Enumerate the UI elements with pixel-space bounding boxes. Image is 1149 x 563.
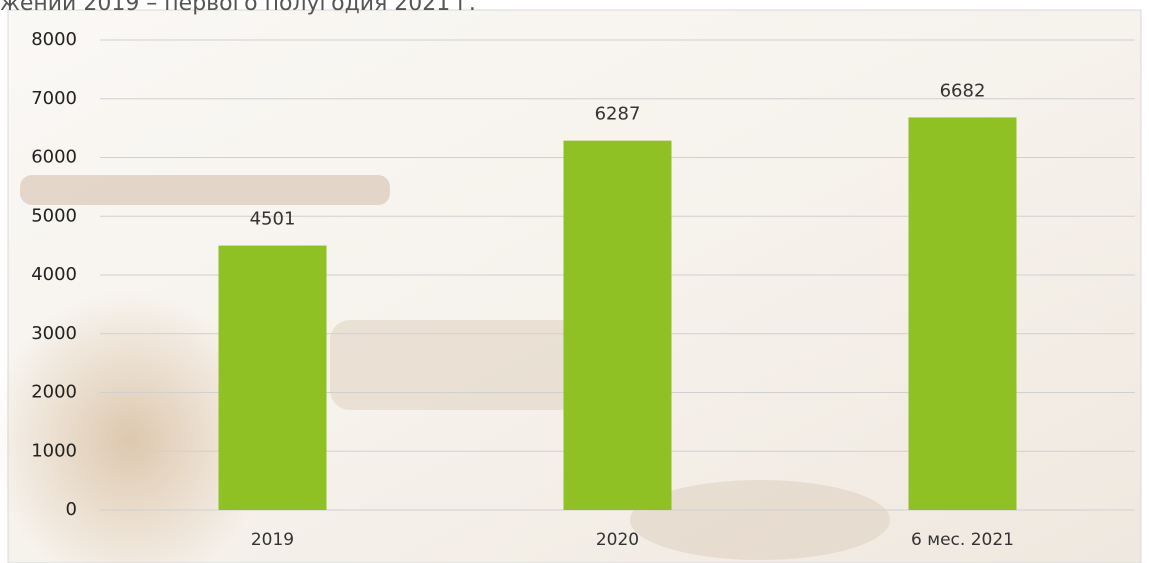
y-tick-label: 7000: [31, 88, 77, 109]
bar: [909, 117, 1017, 510]
x-tick-label: 2019: [251, 530, 294, 550]
y-tick-label: 3000: [31, 323, 77, 344]
bar: [219, 246, 327, 510]
y-tick-label: 6000: [31, 147, 77, 168]
chart-title: жений 2019 – первого полугодия 2021 г.: [0, 0, 476, 16]
x-tick-label: 6 мес. 2021: [911, 530, 1014, 550]
background-photo: [20, 175, 390, 205]
data-label: 6682: [940, 80, 986, 101]
y-tick-label: 1000: [31, 440, 77, 461]
data-label: 6287: [595, 104, 641, 125]
y-tick-label: 8000: [31, 29, 77, 50]
data-label: 4501: [250, 209, 296, 230]
page: {"chart_data": {"type": "bar", "title": …: [0, 0, 1149, 563]
y-tick-label: 5000: [31, 205, 77, 226]
bar: [564, 141, 672, 510]
x-tick-label: 2020: [596, 530, 639, 550]
y-tick-label: 2000: [31, 382, 77, 403]
y-tick-label: 0: [66, 499, 77, 520]
y-tick-label: 4000: [31, 264, 77, 285]
chart: жений 2019 – первого полугодия 2021 г. 0…: [0, 0, 1149, 563]
